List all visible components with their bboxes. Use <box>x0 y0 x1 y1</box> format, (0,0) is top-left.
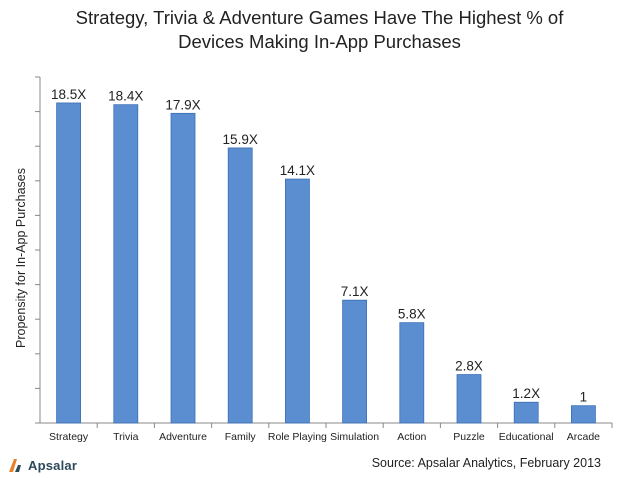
bar <box>456 374 482 424</box>
data-label: 5.8X <box>398 307 426 322</box>
bar <box>571 405 596 424</box>
chart-title-line-1: Strategy, Trivia & Adventure Games Have … <box>75 7 564 28</box>
bar <box>342 299 368 424</box>
x-tick-label: Strategy <box>49 431 89 443</box>
x-tick-label: Adventure <box>159 431 207 443</box>
data-label: 7.1X <box>341 284 369 299</box>
data-label: 1.2X <box>512 386 540 401</box>
data-label: 14.1X <box>280 163 315 178</box>
data-label: 2.8X <box>455 359 483 374</box>
bar <box>56 102 81 424</box>
data-label: 1 <box>580 390 588 405</box>
bar <box>284 178 310 424</box>
x-tick-label: Action <box>397 431 426 443</box>
bar <box>170 112 196 424</box>
bar <box>113 104 139 424</box>
x-tick-label: Puzzle <box>453 431 485 443</box>
data-label: 17.9X <box>165 97 200 112</box>
x-tick-label: Simulation <box>330 431 379 443</box>
bar <box>399 322 425 424</box>
x-tick-label: Educational <box>499 431 554 443</box>
chart-title: Strategy, Trivia & Adventure Games Have … <box>0 6 639 54</box>
data-label: 18.5X <box>51 87 86 102</box>
brand-logo: Apsalar <box>6 456 77 474</box>
x-tick-label: Family <box>225 431 257 443</box>
x-tick-label: Arcade <box>567 431 600 443</box>
source-note: Source: Apsalar Analytics, February 2013 <box>371 456 601 470</box>
x-tick-label: Role Playing <box>268 431 327 443</box>
data-label: 18.4X <box>108 89 143 104</box>
bar <box>227 147 253 424</box>
x-tick-label: Trivia <box>113 431 138 443</box>
brand-name: Apsalar <box>28 457 78 473</box>
bar <box>513 401 539 424</box>
apsalar-logo-icon <box>9 459 21 472</box>
chart-title-line-2: Devices Making In-App Purchases <box>178 31 461 52</box>
data-label: 15.9X <box>223 132 258 147</box>
